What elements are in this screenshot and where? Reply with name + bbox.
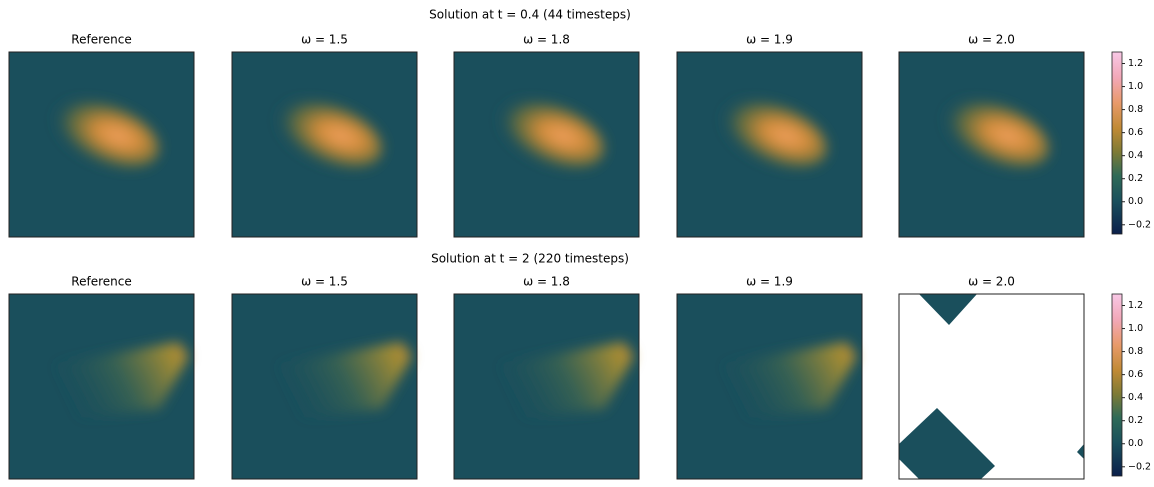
field-blob	[54, 342, 189, 419]
panel-title: ω = 1.9	[746, 275, 793, 289]
panel-title: Reference	[71, 275, 131, 289]
field-blob	[938, 99, 1050, 169]
panel-frame	[8, 293, 195, 480]
panel-title: ω = 1.8	[523, 33, 570, 47]
panel-title: ω = 2.0	[968, 275, 1015, 289]
colorbar-tick-label: 1.0	[1128, 81, 1143, 92]
panel-frame	[676, 293, 863, 480]
colorbar	[1111, 293, 1123, 477]
colorbar-tick-label: 0.2	[1128, 173, 1143, 184]
panel-title: ω = 1.8	[523, 275, 570, 289]
colorbar-tick-label: 1.2	[1128, 58, 1143, 69]
panel-title: ω = 1.9	[746, 33, 793, 47]
panel-frame	[898, 293, 1085, 480]
field-blob	[716, 99, 828, 169]
colorbar	[1111, 51, 1123, 235]
colorbar-tick-label: 0.0	[1128, 438, 1143, 449]
panel-title: ω = 1.5	[301, 33, 348, 47]
panel-frame	[453, 51, 640, 238]
heatmap-panel	[676, 51, 863, 238]
colorbar-tick-label: −0.2	[1128, 461, 1151, 472]
colorbar-tick-label: −0.2	[1128, 219, 1151, 230]
panel-frame	[676, 51, 863, 238]
heatmap-panel	[453, 51, 640, 238]
colorbar-tick-label: 0.8	[1128, 346, 1143, 357]
colorbar-tick-label: 0.4	[1128, 392, 1143, 403]
panel-frame	[231, 51, 418, 238]
field-blob	[277, 342, 412, 419]
colorbar-tick-label: 0.0	[1128, 196, 1143, 207]
colorbar-tick-label: 0.6	[1128, 127, 1143, 138]
heatmap-panel	[231, 51, 418, 238]
panel-title: ω = 2.0	[968, 33, 1015, 47]
colorbar-tick-label: 0.8	[1128, 104, 1143, 115]
colorbar-tick-label: 0.4	[1128, 150, 1143, 161]
panel-frame	[453, 293, 640, 480]
heatmap-panel	[898, 51, 1085, 238]
field-region	[919, 294, 977, 325]
panel-title: ω = 1.5	[301, 275, 348, 289]
heatmap-panel	[453, 293, 640, 480]
colorbar-tick-label: 1.0	[1128, 323, 1143, 334]
field-region	[1077, 444, 1084, 459]
figure-title: Solution at t = 0.4 (44 timesteps)	[429, 8, 631, 22]
panel-title: Reference	[71, 33, 131, 47]
colorbar-tick-label: 0.2	[1128, 415, 1143, 426]
figure-title: Solution at t = 2 (220 timesteps)	[431, 252, 629, 266]
colorbar-tick-label: 1.2	[1128, 300, 1143, 311]
field-blob	[499, 342, 634, 419]
field-blob	[493, 99, 605, 169]
heatmap-panel	[231, 293, 418, 480]
heatmap-panel	[8, 51, 195, 238]
panel-frame	[898, 51, 1085, 238]
heatmap-panel	[676, 293, 863, 480]
panel-frame	[8, 51, 195, 238]
heatmap-panel	[8, 293, 195, 480]
heatmap-panel	[898, 293, 1085, 480]
field-region	[899, 408, 995, 479]
panel-frame	[231, 293, 418, 480]
field-blob	[48, 99, 160, 169]
field-blob	[271, 99, 383, 169]
colorbar-tick-label: 0.6	[1128, 369, 1143, 380]
field-blob	[722, 342, 857, 419]
